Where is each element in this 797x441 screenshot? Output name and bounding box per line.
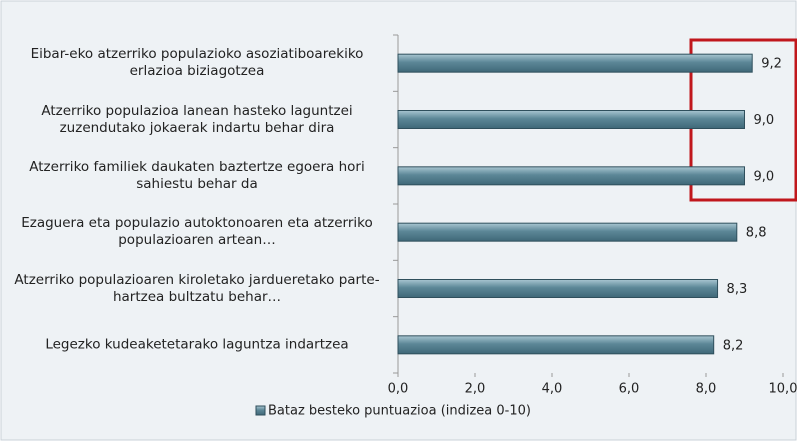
category-label: Ezaguera eta populazio autoktonoaren eta…	[21, 215, 373, 249]
bar	[397, 335, 715, 355]
value-label: 8,8	[746, 226, 767, 241]
x-tick-label: 4,0	[542, 382, 563, 397]
x-tick-label: 10,0	[769, 382, 797, 397]
bar	[397, 279, 719, 298]
category-label: Legezko kudeaketetarako laguntza indartz…	[45, 336, 349, 353]
value-label: 9,0	[754, 169, 775, 184]
category-label: Eibar-eko atzerriko populazioko asoziati…	[30, 46, 364, 80]
bar	[397, 222, 738, 242]
value-label: 9,0	[754, 113, 775, 128]
category-label: Atzerriko familiek daukaten baztertze eg…	[29, 158, 365, 192]
bar	[397, 166, 745, 186]
value-label: 9,2	[761, 57, 782, 72]
bar	[397, 53, 753, 73]
value-label: 8,3	[727, 282, 748, 297]
x-tick-label: 2,0	[465, 382, 486, 397]
category-label: Atzerriko populazioa lanean hasteko lagu…	[41, 102, 353, 136]
value-label: 8,2	[723, 338, 744, 353]
x-tick-label: 0,0	[388, 382, 409, 397]
legend-swatch	[255, 405, 266, 416]
bar	[397, 110, 745, 129]
category-label: Atzerriko populazioaren kiroletako jardu…	[14, 271, 380, 305]
legend-label: Bataz besteko puntuazioa (indizea 0-10)	[268, 404, 531, 419]
x-tick-label: 6,0	[619, 382, 640, 397]
x-tick-label: 8,0	[696, 382, 717, 397]
